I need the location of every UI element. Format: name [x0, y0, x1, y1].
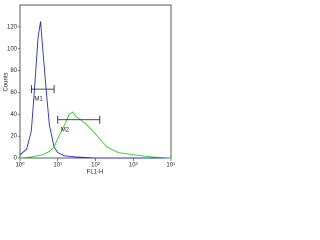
y-tick-label: 20 — [10, 134, 17, 140]
y-tick-label: 100 — [7, 46, 18, 52]
y-tick-label: 120 — [7, 24, 18, 30]
x-tick-label: 10³ — [129, 163, 138, 169]
marker-label: M1 — [34, 97, 43, 103]
plot-frame — [19, 4, 172, 159]
x-tick-label: 10⁰ — [15, 162, 25, 169]
x-axis-label: FL1-H — [87, 170, 104, 176]
y-tick-label: 60 — [10, 90, 17, 96]
chart: FL1-H Counts 0 20 40 60 80 100 120 10⁰ 10¹ 10² 10³… — [4, 4, 176, 176]
x-tick-label: 10¹ — [53, 163, 62, 169]
y-tick-label: 0 — [14, 156, 18, 162]
y-axis-label: Counts — [4, 72, 10, 91]
y-tick-label: 40 — [10, 112, 17, 118]
marker-label: M2 — [61, 127, 70, 133]
x-tick-label: 10⁴ — [166, 162, 176, 169]
x-tick-label: 10² — [91, 163, 100, 169]
y-tick-label: 80 — [10, 68, 17, 74]
histogram-line — [19, 111, 172, 159]
histogram-line — [19, 21, 171, 159]
